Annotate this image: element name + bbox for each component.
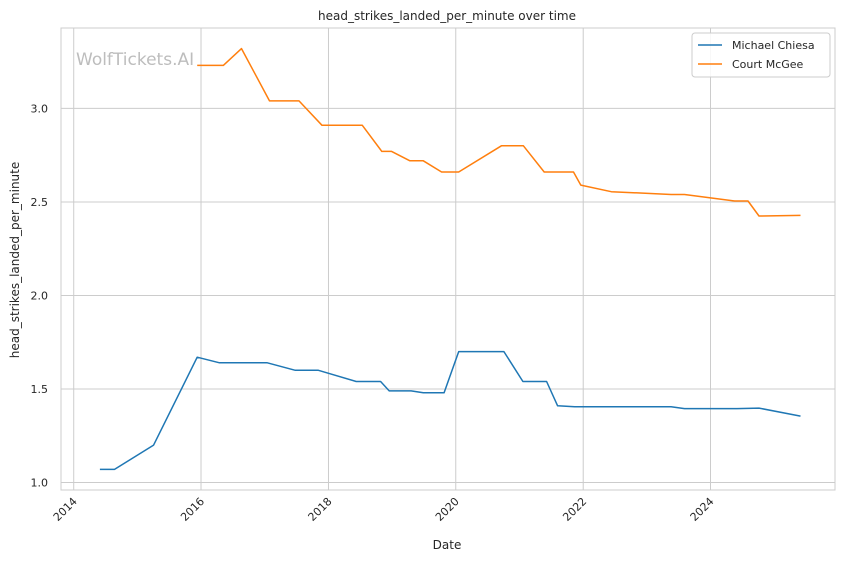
legend: Michael Chiesa Court McGee	[691, 32, 831, 78]
chart-title: head_strikes_landed_per_minute over time	[318, 9, 576, 23]
series-line-michael-chiesa	[99, 350, 801, 471]
grid	[61, 28, 835, 490]
y-tick-label: 2.5	[31, 196, 49, 209]
plot-frame	[60, 27, 836, 491]
watermark: WolfTickets.AI	[76, 50, 194, 70]
y-tick-label: 1.0	[31, 477, 49, 490]
y-tick-label: 3.0	[31, 102, 49, 115]
y-axis-title: head_strikes_landed_per_minute	[8, 162, 22, 359]
series-line-court-mcgee	[197, 47, 801, 217]
legend-label-michael-chiesa: Michael Chiesa	[732, 39, 815, 52]
y-tick-label: 1.5	[31, 383, 49, 396]
legend-box	[691, 32, 831, 78]
x-axis-title: Date	[433, 538, 462, 552]
series-lines	[99, 47, 801, 471]
legend-label-court-mcgee: Court McGee	[732, 58, 804, 71]
y-tick-label: 2.0	[31, 289, 49, 302]
